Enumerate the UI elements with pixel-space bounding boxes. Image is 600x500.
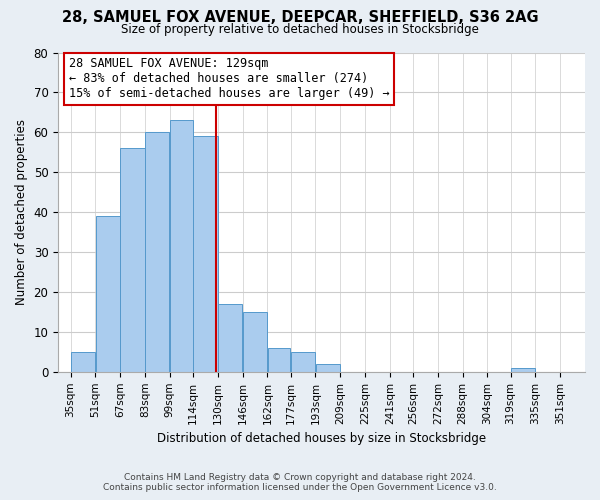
Bar — [121, 148, 145, 372]
Text: 28, SAMUEL FOX AVENUE, DEEPCAR, SHEFFIELD, S36 2AG: 28, SAMUEL FOX AVENUE, DEEPCAR, SHEFFIEL… — [62, 10, 538, 25]
Bar — [95, 216, 120, 372]
Y-axis label: Number of detached properties: Number of detached properties — [15, 119, 28, 305]
Text: 28 SAMUEL FOX AVENUE: 129sqm
← 83% of detached houses are smaller (274)
15% of s: 28 SAMUEL FOX AVENUE: 129sqm ← 83% of de… — [68, 58, 389, 100]
Bar — [71, 352, 95, 372]
Bar — [243, 312, 267, 372]
X-axis label: Distribution of detached houses by size in Stocksbridge: Distribution of detached houses by size … — [157, 432, 486, 445]
Bar — [291, 352, 315, 372]
Text: Contains HM Land Registry data © Crown copyright and database right 2024.
Contai: Contains HM Land Registry data © Crown c… — [103, 473, 497, 492]
Bar — [145, 132, 169, 372]
Bar — [511, 368, 535, 372]
Bar — [218, 304, 242, 372]
Bar — [316, 364, 340, 372]
Text: Size of property relative to detached houses in Stocksbridge: Size of property relative to detached ho… — [121, 22, 479, 36]
Bar — [193, 136, 218, 372]
Bar — [170, 120, 193, 372]
Bar — [268, 348, 290, 372]
